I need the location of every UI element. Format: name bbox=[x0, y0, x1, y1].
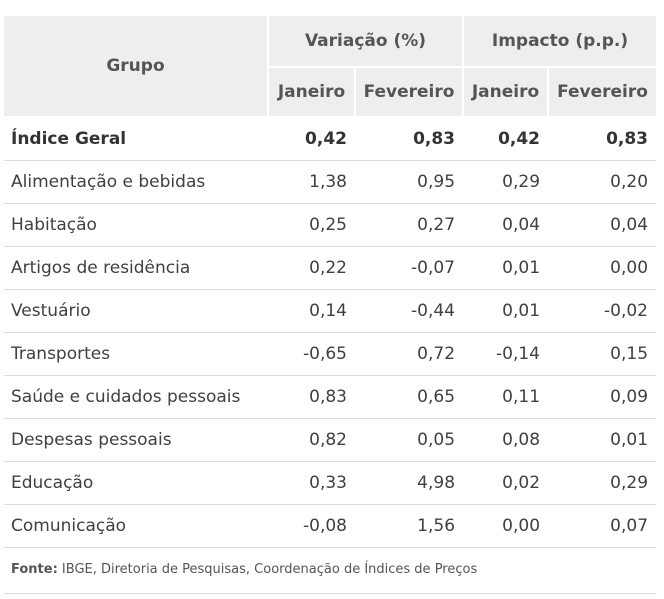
cell-imp-fev: 0,20 bbox=[548, 160, 657, 204]
cell-grupo: Transportes bbox=[4, 332, 268, 376]
cell-var-jan: 0,83 bbox=[268, 375, 355, 419]
ipca-table-container: Grupo Variação (%) Impacto (p.p.) Janeir… bbox=[4, 16, 657, 594]
cell-grupo: Alimentação e bebidas bbox=[4, 160, 268, 204]
cell-var-fev: 0,95 bbox=[355, 160, 464, 204]
cell-imp-fev: -0,02 bbox=[548, 289, 657, 333]
cell-imp-fev: 0,09 bbox=[548, 375, 657, 419]
table-row: Vestuário 0,14 -0,44 0,01 -0,02 bbox=[4, 289, 657, 333]
table-row: Saúde e cuidados pessoais 0,83 0,65 0,11 0,0… bbox=[4, 375, 657, 419]
header-variacao-fevereiro: Fevereiro bbox=[355, 67, 465, 118]
cell-var-jan: 1,38 bbox=[268, 160, 355, 204]
cell-var-fev: 1,56 bbox=[355, 504, 464, 548]
header-impacto: Impacto (p.p.) bbox=[463, 16, 657, 68]
cell-imp-jan: 0,42 bbox=[463, 117, 549, 161]
cell-var-fev: -0,07 bbox=[355, 246, 464, 290]
cell-var-jan: 0,14 bbox=[268, 289, 355, 333]
header-variacao: Variação (%) bbox=[268, 16, 465, 68]
source-note: Fonte: IBGE, Diretoria de Pesquisas, Coo… bbox=[4, 548, 656, 594]
table-row: Habitação 0,25 0,27 0,04 0,04 bbox=[4, 203, 657, 247]
header-impacto-fevereiro: Fevereiro bbox=[548, 67, 657, 118]
cell-imp-fev: 0,29 bbox=[548, 461, 657, 505]
cell-imp-jan: 0,04 bbox=[463, 203, 549, 247]
cell-grupo: Habitação bbox=[4, 203, 268, 247]
table-row: Despesas pessoais 0,82 0,05 0,08 0,01 bbox=[4, 418, 657, 462]
cell-imp-jan: -0,14 bbox=[463, 332, 549, 376]
cell-imp-jan: 0,29 bbox=[463, 160, 549, 204]
header-impacto-janeiro: Janeiro bbox=[463, 67, 550, 118]
cell-imp-fev: 0,04 bbox=[548, 203, 657, 247]
cell-grupo: Despesas pessoais bbox=[4, 418, 268, 462]
cell-var-fev: 0,72 bbox=[355, 332, 464, 376]
source-label: Fonte: bbox=[11, 562, 58, 577]
cell-var-jan: 0,82 bbox=[268, 418, 355, 462]
cell-var-jan: -0,65 bbox=[268, 332, 355, 376]
cell-grupo: Comunicação bbox=[4, 504, 268, 548]
header-variacao-janeiro: Janeiro bbox=[268, 67, 356, 118]
cell-var-fev: 0,05 bbox=[355, 418, 464, 462]
cell-var-fev: 0,83 bbox=[355, 117, 464, 161]
cell-imp-fev: 0,01 bbox=[548, 418, 657, 462]
table-row-total: Índice Geral 0,42 0,83 0,42 0,83 bbox=[4, 117, 657, 161]
cell-imp-jan: 0,11 bbox=[463, 375, 549, 419]
cell-imp-fev: 0,83 bbox=[548, 117, 657, 161]
table-header: Grupo Variação (%) Impacto (p.p.) Janeir… bbox=[4, 16, 657, 118]
cell-var-fev: -0,44 bbox=[355, 289, 464, 333]
cell-imp-jan: 0,01 bbox=[463, 289, 549, 333]
cell-var-fev: 0,27 bbox=[355, 203, 464, 247]
cell-imp-fev: 0,15 bbox=[548, 332, 657, 376]
cell-imp-jan: 0,02 bbox=[463, 461, 549, 505]
source-text: IBGE, Diretoria de Pesquisas, Coordenaçã… bbox=[57, 562, 478, 577]
cell-var-fev: 4,98 bbox=[355, 461, 464, 505]
header-grupo: Grupo bbox=[4, 16, 269, 118]
cell-var-jan: 0,22 bbox=[268, 246, 355, 290]
cell-var-jan: -0,08 bbox=[268, 504, 355, 548]
table-row: Educação 0,33 4,98 0,02 0,29 bbox=[4, 461, 657, 505]
cell-grupo: Saúde e cuidados pessoais bbox=[4, 375, 268, 419]
cell-imp-jan: 0,01 bbox=[463, 246, 549, 290]
table-row: Transportes -0,65 0,72 -0,14 0,15 bbox=[4, 332, 657, 376]
cell-imp-fev: 0,07 bbox=[548, 504, 657, 548]
cell-var-jan: 0,33 bbox=[268, 461, 355, 505]
cell-grupo: Educação bbox=[4, 461, 268, 505]
cell-imp-jan: 0,00 bbox=[463, 504, 549, 548]
ipca-table: Grupo Variação (%) Impacto (p.p.) Janeir… bbox=[4, 16, 657, 548]
cell-var-jan: 0,42 bbox=[268, 117, 355, 161]
table-row: Comunicação -0,08 1,56 0,00 0,07 bbox=[4, 504, 657, 548]
cell-grupo: Índice Geral bbox=[4, 117, 268, 161]
cell-grupo: Artigos de residência bbox=[4, 246, 268, 290]
cell-var-jan: 0,25 bbox=[268, 203, 355, 247]
cell-imp-jan: 0,08 bbox=[463, 418, 549, 462]
table-row: Artigos de residência 0,22 -0,07 0,01 0,00 bbox=[4, 246, 657, 290]
cell-imp-fev: 0,00 bbox=[548, 246, 657, 290]
cell-var-fev: 0,65 bbox=[355, 375, 464, 419]
cell-grupo: Vestuário bbox=[4, 289, 268, 333]
table-body: Índice Geral 0,42 0,83 0,42 0,83 Alimentação … bbox=[4, 117, 657, 548]
table-row: Alimentação e bebidas 1,38 0,95 0,29 0,20 bbox=[4, 160, 657, 204]
